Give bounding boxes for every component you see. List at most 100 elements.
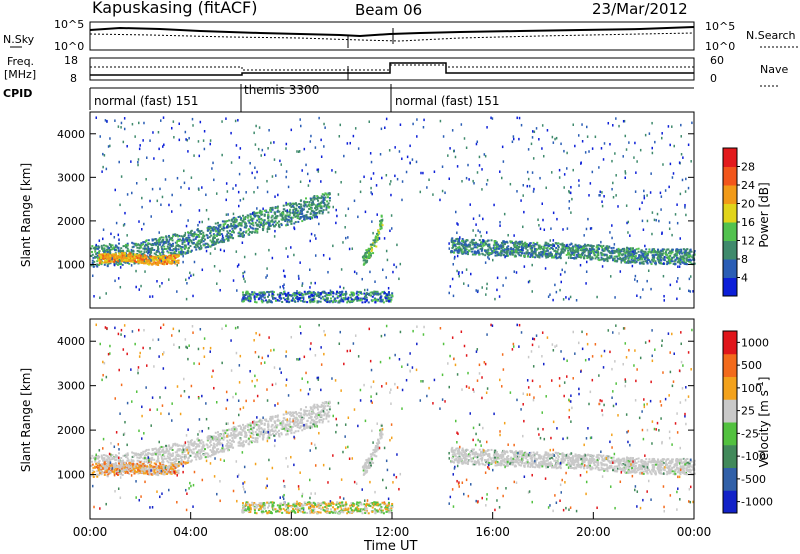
power-cell bbox=[667, 125, 670, 128]
power-cell bbox=[398, 150, 401, 153]
power-cell bbox=[161, 244, 164, 247]
velocity-cell bbox=[226, 444, 229, 447]
power-cell bbox=[94, 255, 97, 258]
power-cell bbox=[286, 209, 289, 212]
power-cell bbox=[660, 208, 662, 211]
power-cell bbox=[555, 290, 558, 294]
velocity-cell bbox=[306, 409, 309, 412]
power-cell bbox=[287, 298, 290, 301]
power-cell bbox=[149, 255, 152, 258]
power-cell bbox=[367, 301, 370, 304]
power-cell bbox=[116, 246, 119, 249]
power-cell bbox=[370, 160, 373, 164]
power-cell bbox=[262, 221, 265, 224]
power-cell bbox=[467, 284, 470, 287]
power-cell bbox=[138, 220, 140, 223]
power-cell bbox=[309, 140, 312, 143]
power-cell bbox=[481, 188, 483, 191]
power-cell bbox=[145, 177, 147, 181]
power-cell bbox=[316, 207, 319, 210]
power-cell bbox=[581, 252, 584, 255]
power-cell bbox=[465, 248, 468, 251]
power-cell bbox=[511, 140, 514, 144]
power-cell bbox=[218, 234, 221, 237]
power-cell bbox=[376, 234, 379, 237]
power-cell bbox=[244, 218, 247, 221]
power-cell bbox=[101, 257, 104, 260]
power-cell bbox=[621, 247, 624, 250]
freq-tick-high: 18 bbox=[64, 54, 78, 67]
power-cell bbox=[284, 275, 286, 278]
power-cell bbox=[610, 255, 613, 258]
power-cell bbox=[106, 265, 109, 268]
power-cell bbox=[322, 290, 325, 293]
power-cell bbox=[167, 241, 170, 244]
power-cell bbox=[136, 246, 139, 249]
power-cell bbox=[198, 154, 201, 158]
power-cell bbox=[635, 252, 638, 255]
power-cell bbox=[126, 247, 129, 250]
velocity-cell bbox=[98, 459, 101, 462]
power-cell bbox=[409, 161, 411, 165]
power-cell bbox=[441, 189, 444, 193]
power-cell bbox=[245, 231, 248, 234]
power-cell bbox=[242, 294, 245, 297]
power-cell bbox=[661, 253, 664, 256]
power-cell bbox=[564, 249, 567, 252]
power-cell bbox=[532, 252, 535, 255]
power-cell bbox=[285, 201, 287, 205]
power-cell bbox=[144, 240, 147, 243]
power-cell bbox=[651, 254, 654, 257]
power-cell bbox=[563, 149, 565, 153]
power-cell bbox=[174, 246, 177, 249]
power-cell bbox=[348, 247, 351, 251]
power-cell bbox=[514, 244, 517, 247]
power-cell bbox=[544, 267, 547, 270]
power-cell bbox=[274, 220, 277, 223]
power-cell bbox=[522, 183, 525, 187]
power-cell bbox=[146, 248, 149, 251]
power-cell bbox=[546, 256, 549, 259]
power-cell bbox=[312, 203, 315, 206]
power-cell bbox=[576, 247, 579, 250]
power-cell bbox=[328, 192, 331, 195]
velocity-cell bbox=[202, 441, 205, 444]
power-cell bbox=[223, 220, 226, 223]
power-cell bbox=[369, 243, 372, 246]
power-cell bbox=[448, 242, 450, 245]
power-cell bbox=[549, 239, 552, 242]
power-cell bbox=[232, 231, 235, 234]
power-cell bbox=[600, 147, 603, 150]
power-cell bbox=[178, 238, 181, 241]
power-cell bbox=[634, 252, 637, 255]
power-cell bbox=[240, 223, 243, 226]
y-tick-label: 1000 bbox=[57, 258, 85, 271]
power-cell bbox=[323, 298, 326, 301]
power-cell bbox=[477, 289, 479, 293]
power-cell bbox=[684, 190, 687, 193]
power-cell bbox=[366, 259, 369, 262]
power-cell bbox=[110, 245, 113, 248]
power-cell bbox=[676, 261, 679, 264]
power-cell bbox=[178, 234, 181, 237]
power-cell bbox=[292, 203, 295, 206]
power-cell bbox=[612, 257, 615, 260]
power-cell bbox=[182, 254, 184, 258]
power-cell bbox=[247, 228, 250, 231]
power-cell bbox=[160, 119, 162, 122]
power-cell bbox=[155, 253, 158, 256]
power-cell bbox=[623, 259, 626, 262]
power-cell bbox=[553, 244, 555, 247]
power-cell bbox=[594, 135, 597, 139]
power-cell bbox=[578, 184, 580, 187]
power-cell bbox=[355, 298, 358, 301]
power-cell bbox=[294, 215, 297, 218]
power-cell bbox=[684, 253, 687, 256]
power-cell bbox=[325, 299, 328, 302]
power-cell bbox=[552, 141, 555, 144]
power-cell bbox=[326, 299, 329, 302]
power-cell bbox=[270, 141, 272, 145]
power-cell bbox=[673, 255, 676, 258]
power-cell bbox=[157, 263, 160, 266]
power-cell bbox=[91, 274, 94, 278]
